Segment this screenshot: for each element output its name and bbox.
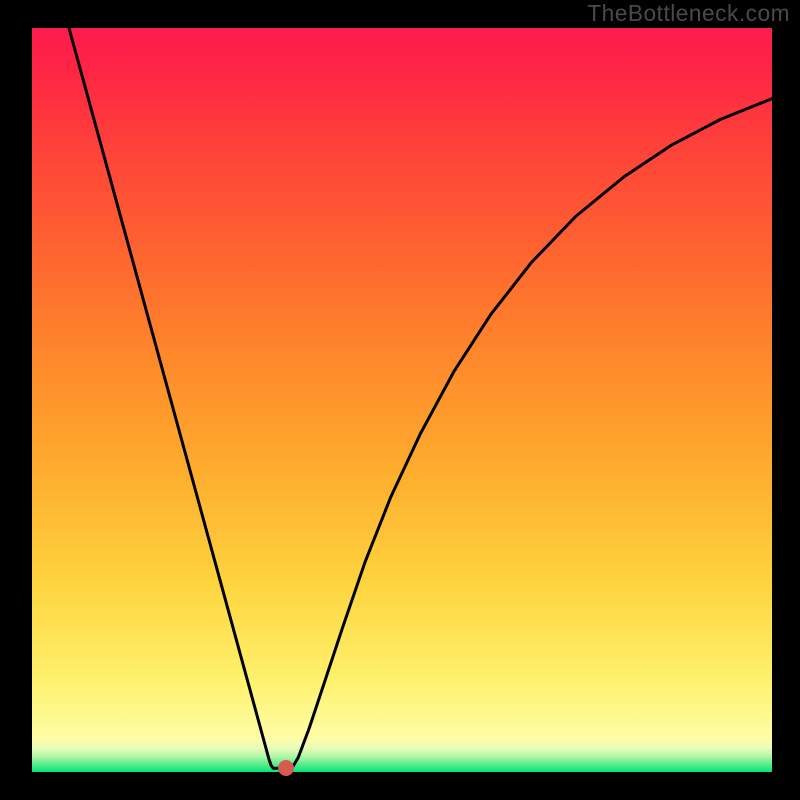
watermark-text: TheBottleneck.com: [587, 0, 790, 27]
plot-area: [32, 28, 772, 772]
chart-container: TheBottleneck.com: [0, 0, 800, 800]
optimum-marker-icon: [278, 760, 294, 776]
bottleneck-curve: [32, 28, 772, 772]
